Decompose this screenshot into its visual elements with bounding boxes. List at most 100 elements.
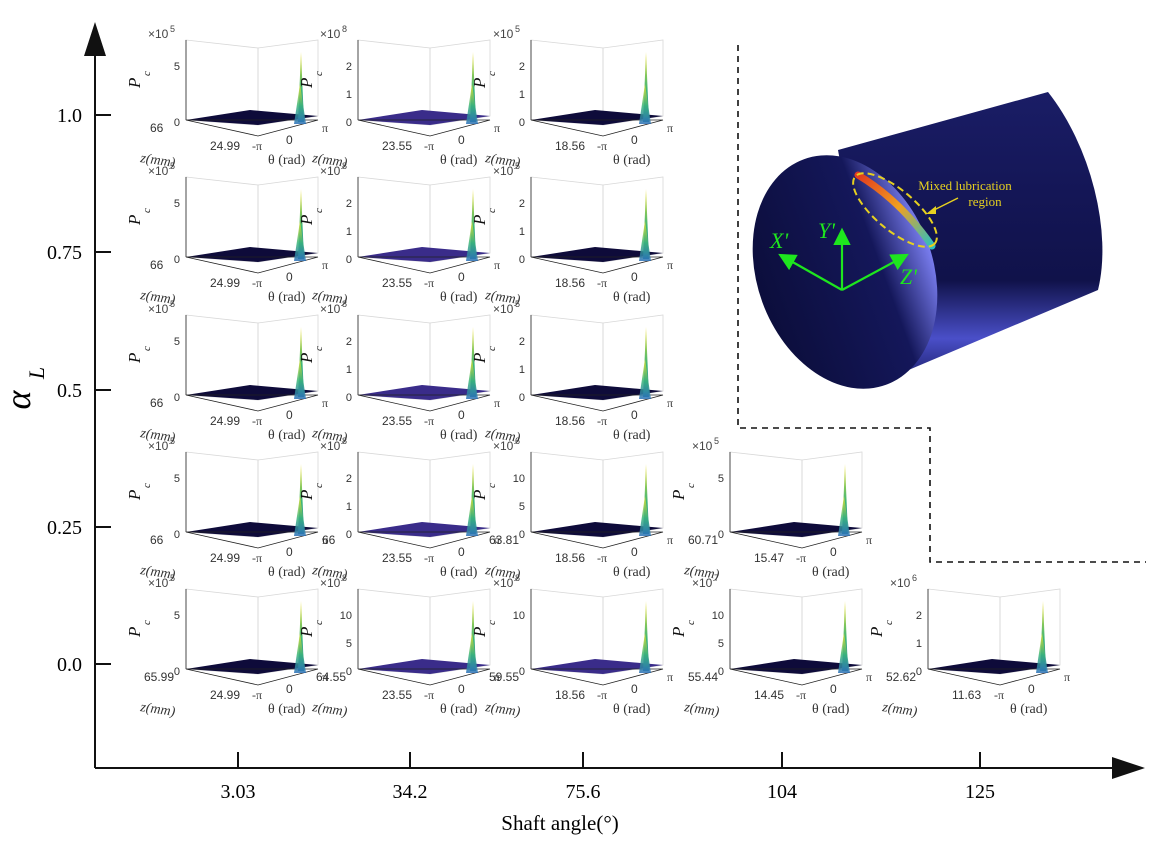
subplot-z-label: P — [297, 353, 316, 364]
subplot-theta-label: θ (rad) — [1010, 702, 1048, 717]
subplot-exponent: ×10 — [493, 302, 514, 316]
subplot-theta-tick: 0 — [286, 545, 293, 559]
subplot-peak-base — [466, 359, 478, 399]
subplot-z-label-sub: c — [685, 483, 697, 488]
subplot-floor-edge — [357, 256, 491, 274]
subplot-z-tick: 10 — [513, 610, 525, 622]
annotation-arrowhead — [926, 206, 936, 214]
subplot-theta-tick: -π — [597, 139, 607, 153]
subplot-z-tick: 5 — [718, 473, 724, 485]
subplot-exponent-value: 8 — [342, 299, 347, 309]
subplot-depth-min: 23.55 — [382, 551, 412, 565]
subplot-z-tick: 2 — [519, 336, 525, 348]
subplot-depth-min: 23.55 — [382, 276, 412, 290]
subplot-depth-label: z(mm) — [483, 151, 521, 171]
subplot-floor-edge — [927, 668, 1061, 686]
subplot-depth-label: z(mm) — [310, 151, 348, 171]
subplot-z-tick: 5 — [346, 638, 352, 650]
subplot-theta-label: θ (rad) — [613, 702, 651, 717]
subplot-floor — [531, 659, 663, 674]
subplot-z-label: P — [125, 215, 144, 226]
x-tick-label: 125 — [965, 781, 995, 803]
subplot-z-tick: 5 — [519, 501, 525, 513]
subplot-z-tick: 0 — [174, 529, 180, 541]
subplot-exponent: ×10 — [148, 164, 169, 178]
subplot-floor — [186, 385, 318, 400]
subplot-z-tick: 0 — [346, 666, 352, 678]
subplot-theta-tick: -π — [424, 688, 434, 702]
subplot-theta-tick: 0 — [631, 682, 638, 696]
subplot-z-tick: 0 — [346, 392, 352, 404]
subplot-peak-base — [639, 84, 651, 124]
subplot-depth-label: z(mm) — [310, 563, 348, 583]
subplot-z-tick: 5 — [718, 638, 724, 650]
x-prime-label: X' — [769, 228, 788, 253]
subplot-theta-tick: -π — [424, 551, 434, 565]
subplot-z-tick: 0 — [346, 117, 352, 129]
subplot-depth-max: 55.44 — [688, 670, 718, 684]
subplot-z-tick: 5 — [174, 198, 180, 210]
subplot-peak-base — [639, 633, 651, 673]
subplot-depth-max: 65.99 — [144, 670, 174, 684]
subplot-theta-tick: π — [1064, 670, 1070, 684]
subplot-exponent-value: 5 — [515, 299, 520, 309]
subplot-depth-min: 18.56 — [555, 139, 585, 153]
subplot-theta-tick: π — [494, 533, 500, 547]
subplot-depth-max: 52.62 — [886, 670, 916, 684]
subplot-z-tick: 0 — [519, 529, 525, 541]
subplot-peak-base — [294, 633, 306, 673]
subplot-theta-tick: 0 — [458, 682, 465, 696]
subplot-floor-edge — [185, 531, 319, 549]
subplot-floor-edge — [185, 394, 319, 412]
subplot-depth-label: z(mm) — [483, 700, 521, 720]
y-tick-label: 0.75 — [47, 242, 82, 264]
annotation-line-1: Mixed lubrication — [918, 178, 1012, 193]
subplot-floor — [531, 110, 663, 125]
subplot-theta-tick: 0 — [286, 408, 293, 422]
subplot-exponent-value: 8 — [342, 24, 347, 34]
subplot-theta-label: θ (rad) — [440, 428, 478, 443]
subplot-depth-min: 18.56 — [555, 551, 585, 565]
subplot-theta-label: θ (rad) — [440, 153, 478, 168]
subplot-exponent: ×10 — [493, 164, 514, 178]
cylinder-end-face — [752, 155, 938, 389]
subplot-peak-base — [639, 359, 651, 399]
subplot-theta-label: θ (rad) — [613, 290, 651, 305]
subplot-theta-tick: π — [322, 121, 328, 135]
subplot-theta-tick: 0 — [631, 545, 638, 559]
subplot-z-tick: 0 — [519, 392, 525, 404]
subplot-z-label-sub: c — [313, 483, 325, 488]
subplot: ×10 8 0 5 10 Pc 64.55 z(mm) 23.55 -π 0 π θ (rad) — [297, 573, 500, 720]
subplot-depth-label: z(mm) — [310, 426, 348, 446]
subplot-z-label: P — [125, 490, 144, 501]
subplot-theta-tick: 0 — [631, 133, 638, 147]
subplot-z-tick: 0 — [718, 666, 724, 678]
subplot-theta-label: θ (rad) — [440, 290, 478, 305]
subplot-theta-tick: -π — [597, 688, 607, 702]
subplot-depth-min: 15.47 — [754, 551, 784, 565]
subplot-floor — [928, 659, 1060, 674]
x-tick-label: 34.2 — [393, 781, 428, 803]
subplot-z-tick: 0 — [519, 117, 525, 129]
subplot-depth-label: z(mm) — [138, 151, 176, 171]
subplot-theta-tick: -π — [796, 688, 806, 702]
subplot-z-tick: 1 — [346, 364, 352, 376]
subplot-z-tick: 0 — [718, 529, 724, 541]
subplot-depth-label: z(mm) — [138, 700, 176, 720]
subplot-depth-min: 24.99 — [210, 276, 240, 290]
subplot-z-tick: 1 — [346, 89, 352, 101]
y-axis-title-symbol: α — [0, 389, 38, 409]
subplot-floor-edge — [530, 668, 664, 686]
x-axis-arrow — [1112, 757, 1145, 779]
subplot-exponent: ×10 — [148, 576, 169, 590]
subplot-floor-edge — [357, 668, 491, 686]
subplot-depth-min: 24.99 — [210, 414, 240, 428]
y-tick-label: 1.0 — [57, 105, 82, 127]
subplot-theta-tick: π — [866, 670, 872, 684]
subplot-depth-max: 66 — [150, 533, 164, 547]
subplot-theta-tick: -π — [597, 551, 607, 565]
subplot-depth-label: z(mm) — [310, 288, 348, 308]
